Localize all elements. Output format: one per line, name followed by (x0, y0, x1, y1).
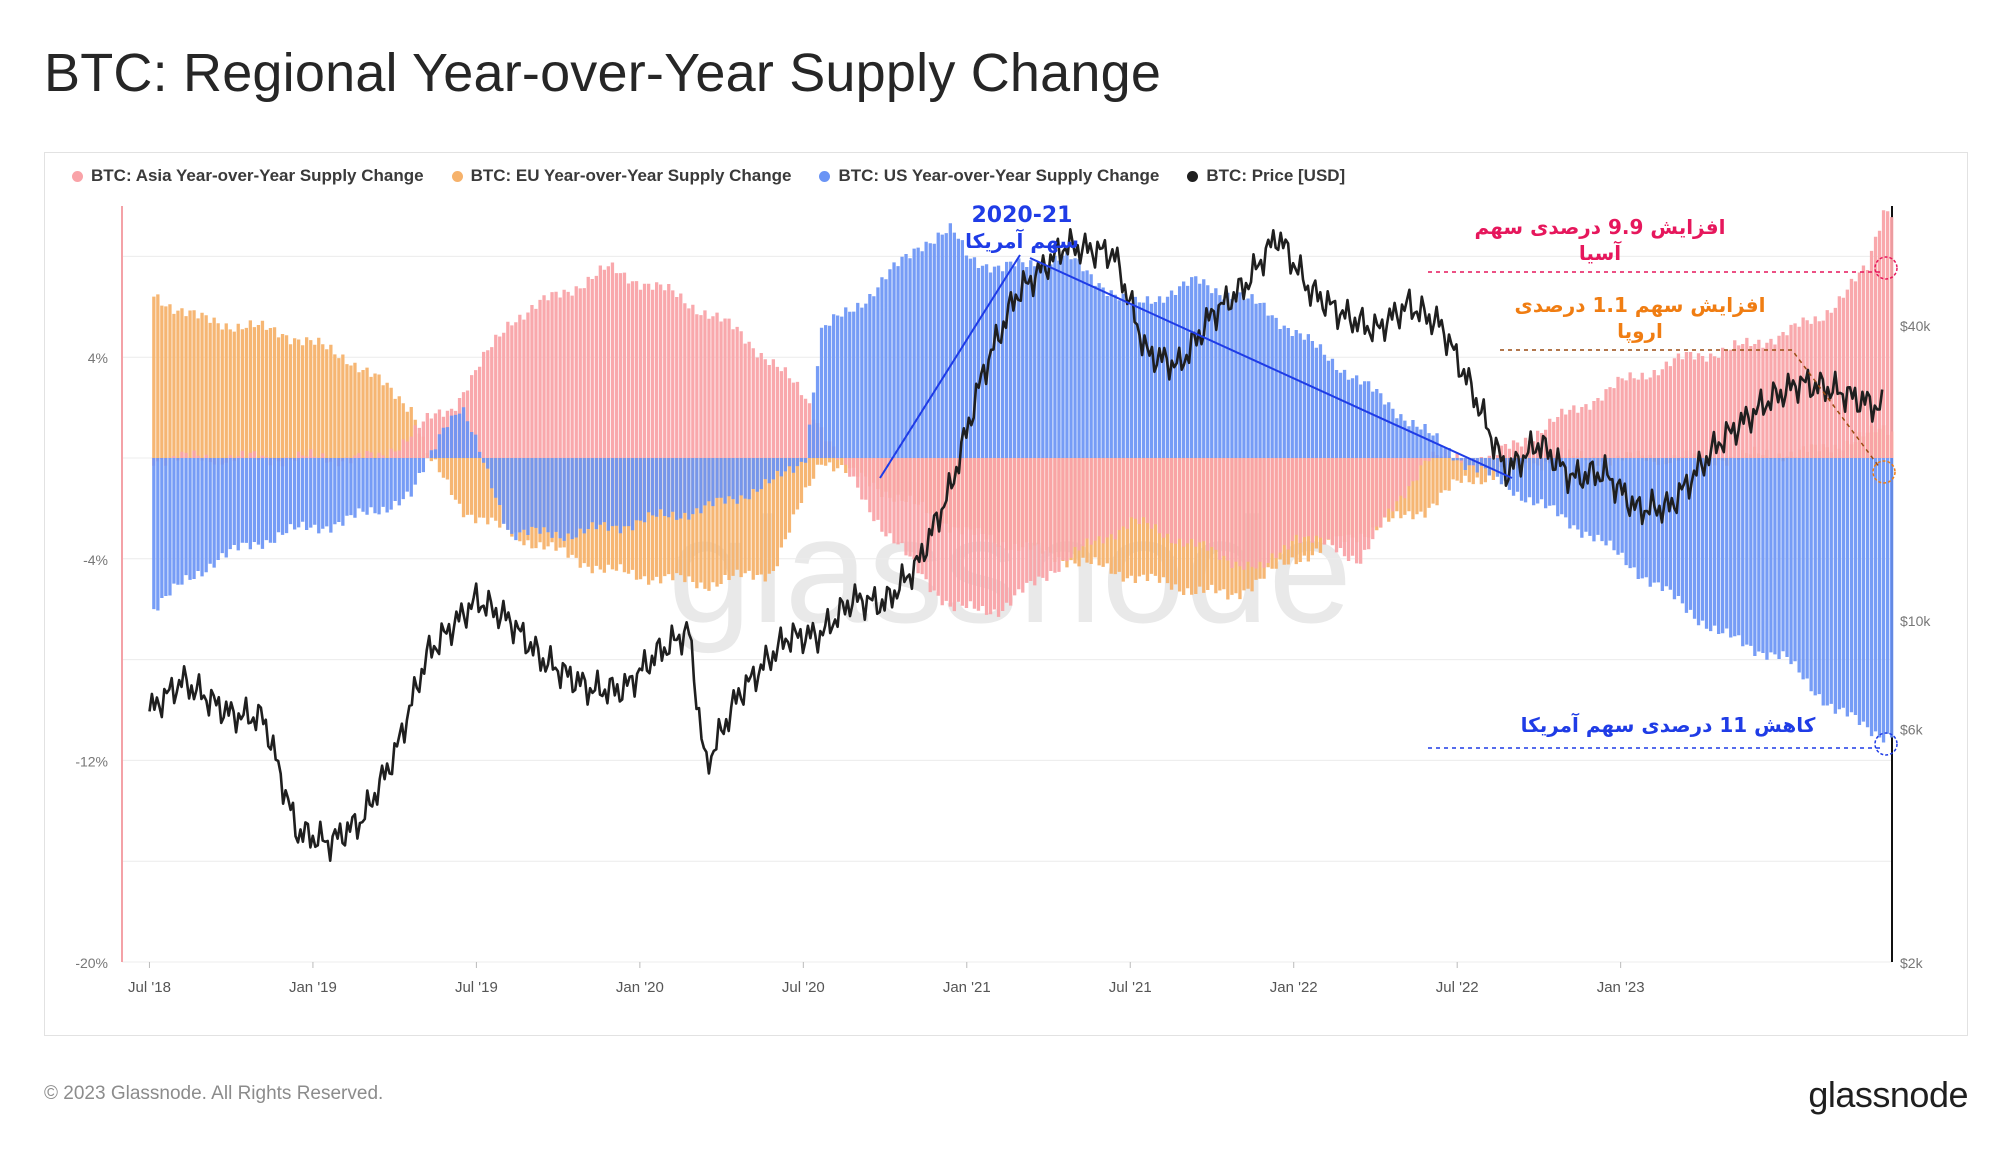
legend-label-price: BTC: Price [USD] (1206, 166, 1346, 185)
legend-item-asia[interactable]: BTC: Asia Year-over-Year Supply Change (72, 166, 424, 186)
legend-dot-asia (72, 170, 83, 182)
series-bars (152, 210, 1894, 743)
x-tick-label: Jul '22 (1436, 979, 1479, 996)
x-tick-label: Jan '20 (616, 979, 664, 996)
y-right-tick-label: $40k (1900, 318, 1931, 334)
y-left-tick-label: 4% (88, 350, 108, 366)
legend-item-eu[interactable]: BTC: EU Year-over-Year Supply Change (451, 166, 792, 186)
annotation-us-peak-label: سهم آمریکا (965, 228, 1079, 253)
annotation-us-peak-year: 2020-21 (972, 203, 1073, 228)
footer-copyright: © 2023 Glassnode. All Rights Reserved. (44, 1083, 384, 1104)
annotation-asia-marker (1874, 256, 1898, 280)
series-asia (152, 210, 1894, 617)
series-area-us (152, 223, 1894, 743)
legend-dot-eu (451, 170, 463, 182)
legend-dot-price (1187, 170, 1199, 182)
legend-label-asia: BTC: Asia Year-over-Year Supply Change (91, 166, 424, 185)
legend-item-us[interactable]: BTC: US Year-over-Year Supply Change (819, 166, 1159, 186)
series-line-price (148, 228, 1884, 862)
annotation-eu-line2: اروپا (1617, 319, 1663, 344)
annotation-eu-line1: افزایش سهم 1.1 درصدی (1515, 293, 1766, 317)
us-rise-arrow-line (879, 254, 1021, 479)
y-right-tick-label: $10k (1900, 613, 1931, 629)
series-us (152, 223, 1894, 743)
x-tick-label: Jan '21 (943, 979, 991, 996)
footer-logo[interactable]: glassnode (1808, 1074, 1968, 1115)
annotation-eu-marker (1872, 460, 1896, 484)
legend-label-eu: BTC: EU Year-over-Year Supply Change (470, 166, 792, 185)
annotation-us-drop: کاهش 11 درصدی سهم آمریکا (1521, 712, 1816, 737)
annotation-asia-line2: آسیا (1579, 240, 1622, 265)
page-title: BTC: Regional Year-over-Year Supply Chan… (44, 43, 1162, 103)
chart-legend: BTC: Asia Year-over-Year Supply Change B… (72, 166, 1345, 186)
y-right-tick-label: $6k (1900, 721, 1924, 737)
x-tick-label: Jul '20 (782, 979, 825, 996)
us-fall-arrow-line (1029, 257, 1513, 479)
x-tick-label: Jan '22 (1270, 979, 1318, 996)
annotation-asia-line1: افزایش 9.9 درصدی سهم (1475, 215, 1726, 239)
legend-label-us: BTC: US Year-over-Year Supply Change (838, 166, 1160, 185)
annotation-eu-dash (1500, 349, 1881, 469)
annotation-us-drop-marker (1874, 732, 1898, 756)
legend-item-price[interactable]: BTC: Price [USD] (1187, 166, 1345, 186)
x-tick-label: Jan '23 (1597, 979, 1645, 996)
x-tick-label: Jul '19 (455, 979, 498, 996)
x-tick-label: Jul '21 (1109, 979, 1152, 996)
y-left-tick-label: -20% (75, 955, 108, 971)
y-left-tick-label: -12% (75, 753, 108, 769)
x-tick-label: Jul '18 (128, 979, 171, 996)
series-area-asia (152, 210, 1894, 617)
chart-frame (44, 152, 1968, 1036)
y-left-tick-label: -4% (83, 552, 108, 568)
y-right-tick-label: $2k (1900, 955, 1924, 971)
legend-dot-us (819, 170, 831, 182)
x-tick-label: Jan '19 (289, 979, 337, 996)
